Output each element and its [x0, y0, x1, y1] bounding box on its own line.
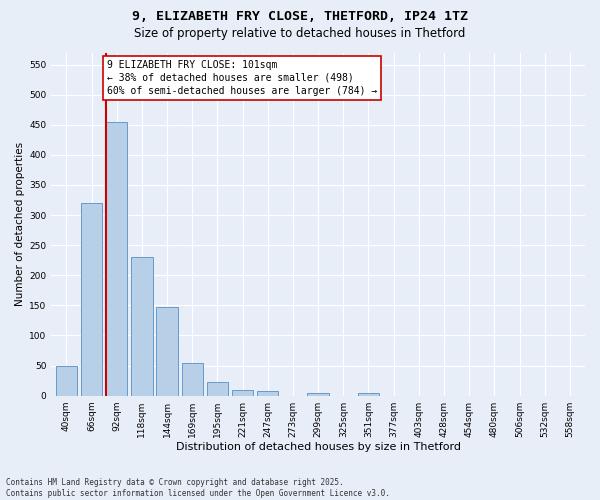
Text: 9 ELIZABETH FRY CLOSE: 101sqm
← 38% of detached houses are smaller (498)
60% of : 9 ELIZABETH FRY CLOSE: 101sqm ← 38% of d… [107, 60, 377, 96]
Bar [358, 392, 379, 396]
Bar [257, 391, 278, 396]
Bar [207, 382, 228, 396]
Bar [232, 390, 253, 396]
X-axis label: Distribution of detached houses by size in Thetford: Distribution of detached houses by size … [176, 442, 461, 452]
Text: Contains HM Land Registry data © Crown copyright and database right 2025.
Contai: Contains HM Land Registry data © Crown c… [6, 478, 390, 498]
Bar [307, 394, 329, 396]
Bar [131, 257, 152, 396]
Text: 9, ELIZABETH FRY CLOSE, THETFORD, IP24 1TZ: 9, ELIZABETH FRY CLOSE, THETFORD, IP24 1… [132, 10, 468, 23]
Bar [56, 366, 77, 396]
Bar [157, 306, 178, 396]
Bar [106, 122, 127, 396]
Bar [81, 203, 102, 396]
Y-axis label: Number of detached properties: Number of detached properties [15, 142, 25, 306]
Text: Size of property relative to detached houses in Thetford: Size of property relative to detached ho… [134, 28, 466, 40]
Bar [182, 362, 203, 396]
